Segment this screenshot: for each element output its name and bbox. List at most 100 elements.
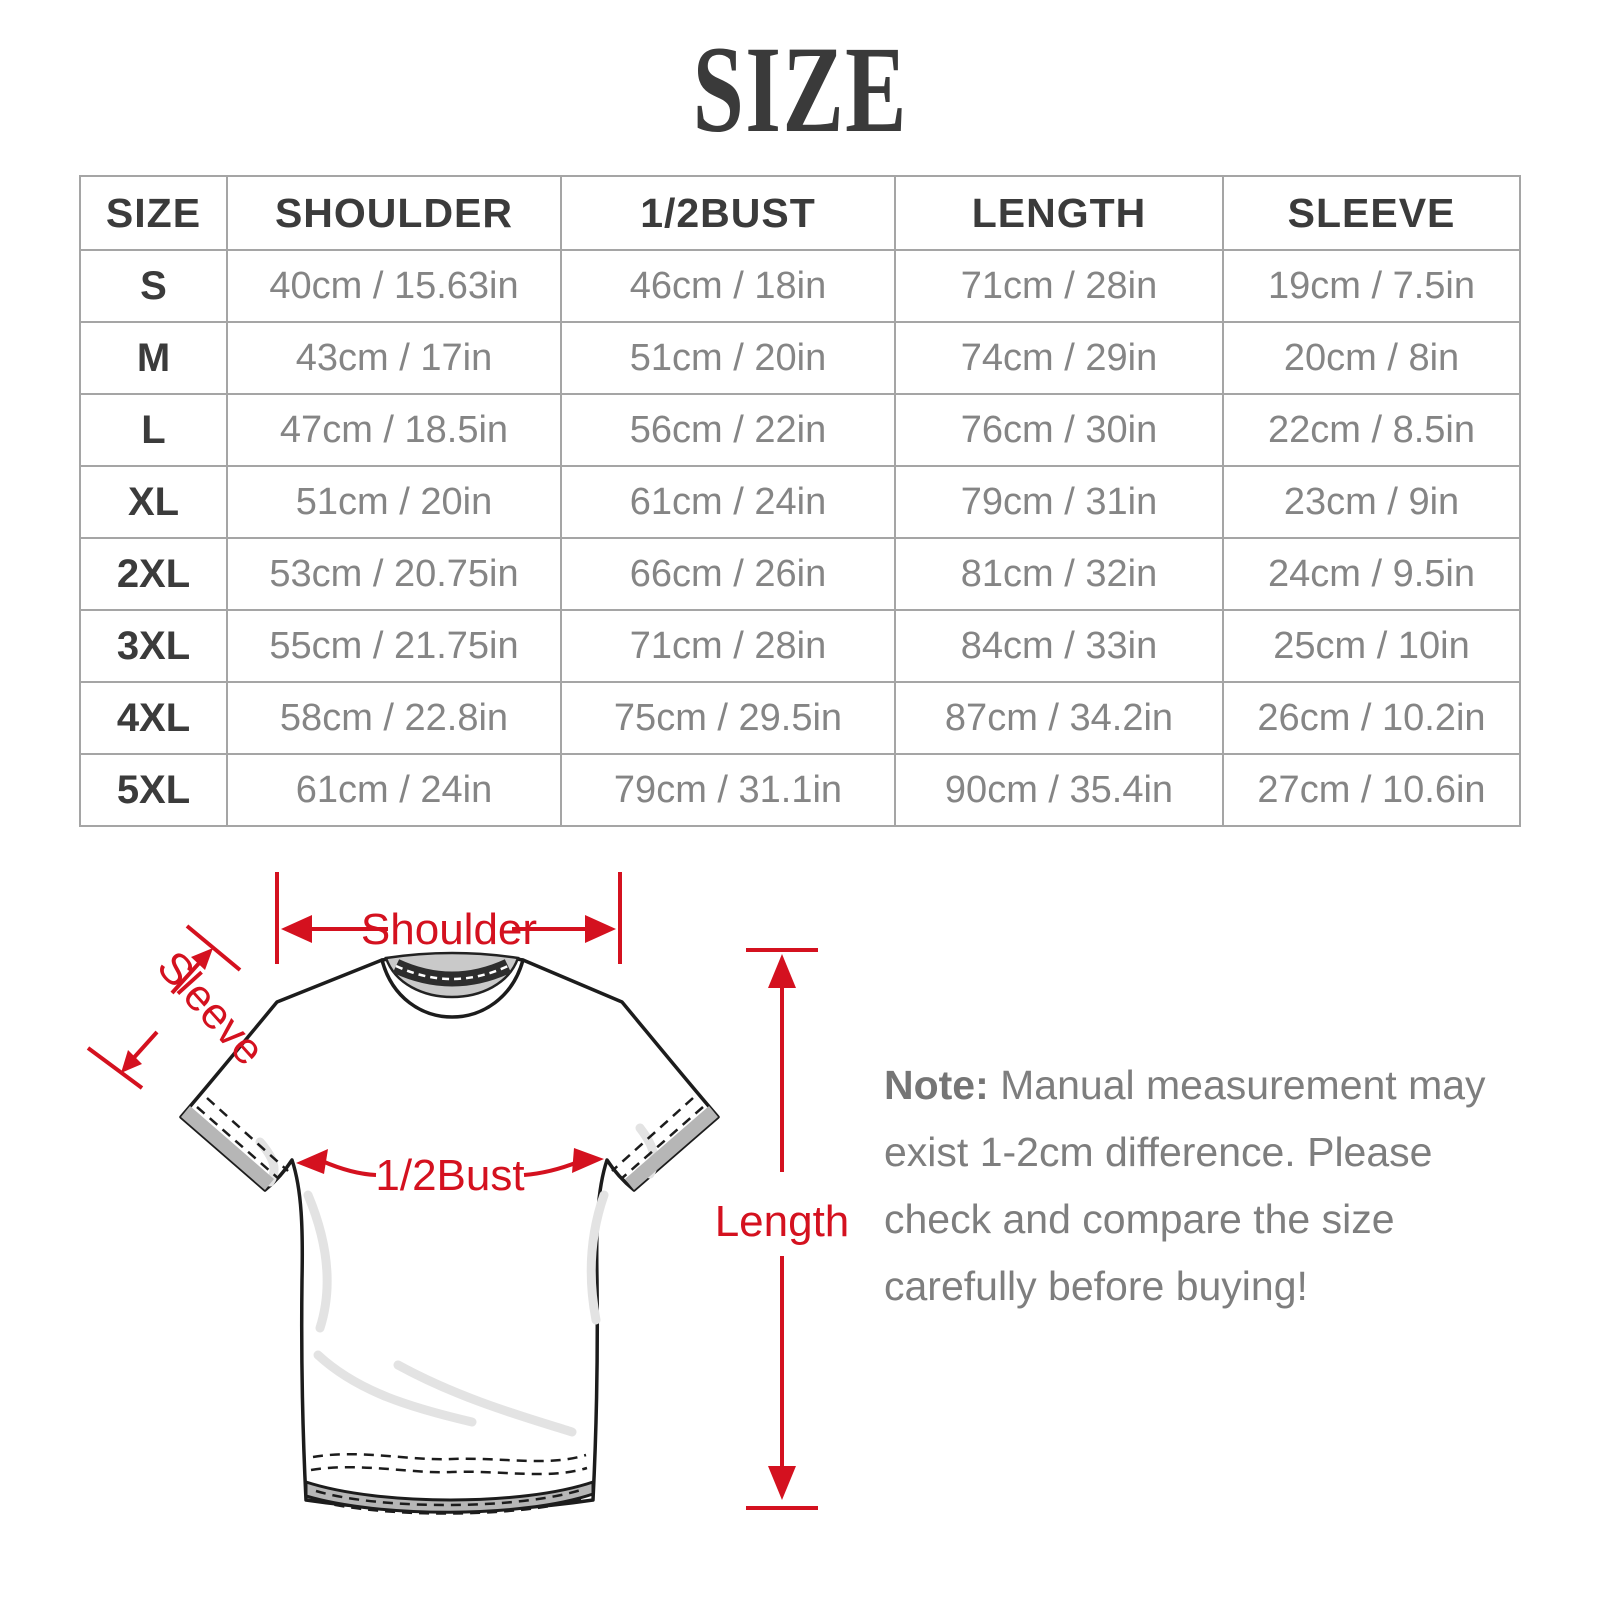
right-cuff-stitch [620, 1106, 704, 1180]
hem-stitch [310, 1465, 588, 1476]
bust-line-left [321, 1159, 377, 1177]
shoulder-dimension-arrow: Shoulder [275, 872, 622, 964]
length-label: Length [715, 1197, 850, 1246]
note-body: Manual measurement may exist 1-2cm diffe… [884, 1062, 1486, 1309]
table-row: XL 51cm / 20in 61cm / 24in 79cm / 31in 2… [79, 465, 1521, 539]
sleeve-arrow-shaft-top [170, 959, 203, 995]
arrowhead-down [768, 1466, 796, 1500]
sleeve-dimension-arrow: Sleeve [86, 924, 274, 1090]
value-cell: 66cm / 26in [560, 537, 896, 611]
value-cell: 25cm / 10in [1222, 609, 1521, 683]
shoulder-label: Shoulder [361, 905, 537, 954]
hem-band [304, 1479, 595, 1514]
value-cell: 20cm / 8in [1222, 321, 1521, 395]
wrinkle-stroke [313, 1350, 477, 1427]
header-shoulder: SHOULDER [226, 175, 562, 251]
value-cell: 26cm / 10.2in [1222, 681, 1521, 755]
size-cell: 5XL [79, 753, 228, 827]
hem-stitch [312, 1452, 587, 1463]
value-cell: 40cm / 15.63in [226, 249, 562, 323]
length-dimension-arrow: Length [715, 948, 850, 1510]
note-text: Note: Manual measurement may exist 1-2cm… [884, 1052, 1508, 1320]
value-cell: 79cm / 31.1in [560, 753, 896, 827]
value-cell: 23cm / 9in [1222, 465, 1521, 539]
value-cell: 61cm / 24in [560, 465, 896, 539]
tshirt-illustration [179, 951, 720, 1515]
left-cuff-stitch [196, 1106, 280, 1180]
sleeve-bottom-tick [86, 1046, 144, 1090]
arrowhead-left [281, 915, 312, 943]
wrinkle-stroke [393, 1360, 577, 1437]
arrowhead-left [296, 1149, 328, 1174]
bust-label: 1/2Bust [375, 1151, 524, 1200]
arrowhead-down-left [121, 1050, 142, 1073]
arrowhead-right [572, 1148, 604, 1173]
header-sleeve: SLEEVE [1222, 175, 1521, 251]
header-bust: 1/2BUST [560, 175, 896, 251]
value-cell: 90cm / 35.4in [894, 753, 1224, 827]
header-size: SIZE [79, 175, 228, 251]
value-cell: 22cm / 8.5in [1222, 393, 1521, 467]
table-row: 4XL 58cm / 22.8in 75cm / 29.5in 87cm / 3… [79, 681, 1521, 755]
value-cell: 58cm / 22.8in [226, 681, 562, 755]
value-cell: 61cm / 24in [226, 753, 562, 827]
right-cuff-stitch [611, 1097, 694, 1172]
table-row: 2XL 53cm / 20.75in 66cm / 26in 81cm / 32… [79, 537, 1521, 611]
size-cell: 4XL [79, 681, 228, 755]
value-cell: 56cm / 22in [560, 393, 896, 467]
value-cell: 47cm / 18.5in [226, 393, 562, 467]
collar-zigzag [395, 964, 509, 981]
page-title-wrap: SIZE [0, 28, 1600, 152]
collar-outer-arc [380, 958, 525, 1019]
value-cell: 46cm / 18in [560, 249, 896, 323]
wrinkle-stroke [303, 1190, 332, 1333]
tshirt-body-outline [179, 952, 720, 1513]
size-cell: S [79, 249, 228, 323]
table-row: L 47cm / 18.5in 56cm / 22in 76cm / 30in … [79, 393, 1521, 467]
value-cell: 55cm / 21.75in [226, 609, 562, 683]
value-cell: 71cm / 28in [894, 249, 1224, 323]
tshirt-measurement-diagram: Shoulder Sleeve 1/2Bust Lengt [86, 872, 850, 1515]
value-cell: 71cm / 28in [560, 609, 896, 683]
arrowhead-right [585, 915, 616, 943]
sleeve-label: Sleeve [148, 942, 274, 1075]
size-cell: 3XL [79, 609, 228, 683]
value-cell: 76cm / 30in [894, 393, 1224, 467]
sleeve-top-tick [185, 924, 242, 972]
hem-band-stitch [315, 1487, 585, 1507]
arrowhead-up-right [191, 948, 213, 970]
value-cell: 53cm / 20.75in [226, 537, 562, 611]
table-header-row: SIZE SHOULDER 1/2BUST LENGTH SLEEVE [79, 175, 1521, 251]
arrowhead-up [768, 954, 796, 988]
value-cell: 19cm / 7.5in [1222, 249, 1521, 323]
table-row: S 40cm / 15.63in 46cm / 18in 71cm / 28in… [79, 249, 1521, 323]
wrinkle-stroke [586, 1190, 609, 1325]
value-cell: 87cm / 34.2in [894, 681, 1224, 755]
value-cell: 74cm / 29in [894, 321, 1224, 395]
value-cell: 51cm / 20in [226, 465, 562, 539]
value-cell: 43cm / 17in [226, 321, 562, 395]
table-row: 5XL 61cm / 24in 79cm / 31.1in 90cm / 35.… [79, 753, 1521, 827]
value-cell: 24cm / 9.5in [1222, 537, 1521, 611]
bust-dimension-arrow: 1/2Bust [296, 1148, 604, 1200]
size-table: SIZE SHOULDER 1/2BUST LENGTH SLEEVE S 40… [79, 175, 1521, 827]
size-cell: M [79, 321, 228, 395]
value-cell: 81cm / 32in [894, 537, 1224, 611]
note-label: Note: [884, 1062, 989, 1108]
value-cell: 75cm / 29.5in [560, 681, 896, 755]
table-row: 3XL 55cm / 21.75in 71cm / 28in 84cm / 33… [79, 609, 1521, 683]
value-cell: 79cm / 31in [894, 465, 1224, 539]
value-cell: 51cm / 20in [560, 321, 896, 395]
size-cell: 2XL [79, 537, 228, 611]
table-row: M 43cm / 17in 51cm / 20in 74cm / 29in 20… [79, 321, 1521, 395]
size-cell: XL [79, 465, 228, 539]
value-cell: 27cm / 10.6in [1222, 753, 1521, 827]
value-cell: 84cm / 33in [894, 609, 1224, 683]
page-title: SIZE [692, 21, 908, 158]
size-cell: L [79, 393, 228, 467]
left-cuff-inner [181, 1106, 274, 1190]
left-cuff-stitch [206, 1097, 289, 1172]
right-cuff-inner [625, 1106, 718, 1190]
header-length: LENGTH [894, 175, 1224, 251]
